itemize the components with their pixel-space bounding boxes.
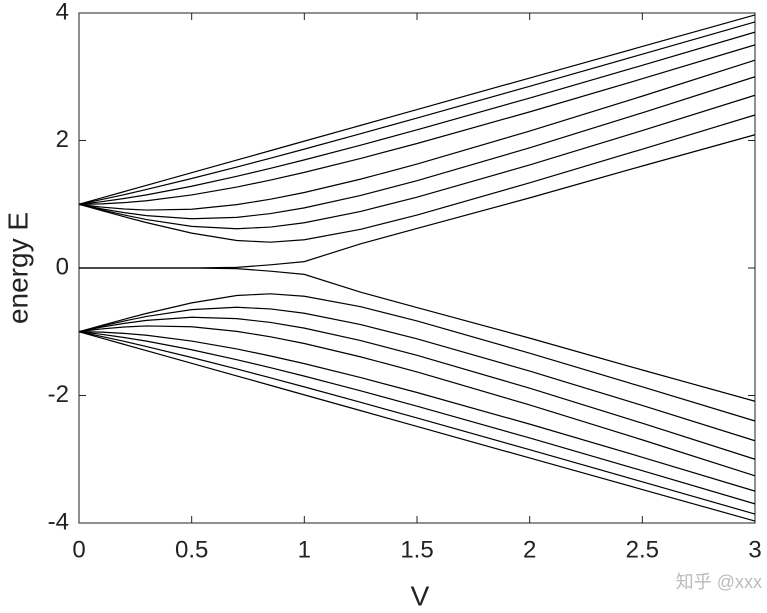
curve [78, 114, 756, 243]
y-tick-label: -2 [48, 381, 69, 408]
curve [78, 21, 756, 205]
curve [78, 306, 756, 442]
x-tick-label: 0.5 [175, 536, 208, 563]
x-tick-label: 1 [298, 536, 311, 563]
curve [78, 331, 756, 522]
curve [78, 293, 756, 422]
y-tick-label: -4 [48, 508, 69, 535]
x-tick-label: 3 [748, 536, 761, 563]
curve [78, 59, 756, 211]
curve [78, 14, 756, 205]
y-tick-label: 4 [56, 0, 69, 25]
curve [78, 331, 756, 492]
curve [78, 94, 756, 230]
curve [79, 134, 756, 269]
curve [78, 44, 756, 205]
x-axis-label: V [411, 580, 430, 611]
x-tick-label: 2 [523, 536, 536, 563]
y-axis-label: energy E [2, 212, 33, 324]
x-tick-label: 1.5 [400, 536, 433, 563]
watermark: 知乎 @xxx [676, 572, 762, 592]
y-tick-label: 0 [56, 253, 69, 280]
curve [78, 76, 756, 220]
curve [78, 325, 756, 477]
curve [79, 267, 756, 402]
curve [78, 316, 756, 460]
curve [78, 331, 756, 505]
x-tick-label: 0 [72, 536, 85, 563]
curve [78, 331, 756, 515]
x-tick-label: 2.5 [626, 536, 659, 563]
y-tick-label: 2 [56, 126, 69, 153]
curve [78, 31, 756, 205]
